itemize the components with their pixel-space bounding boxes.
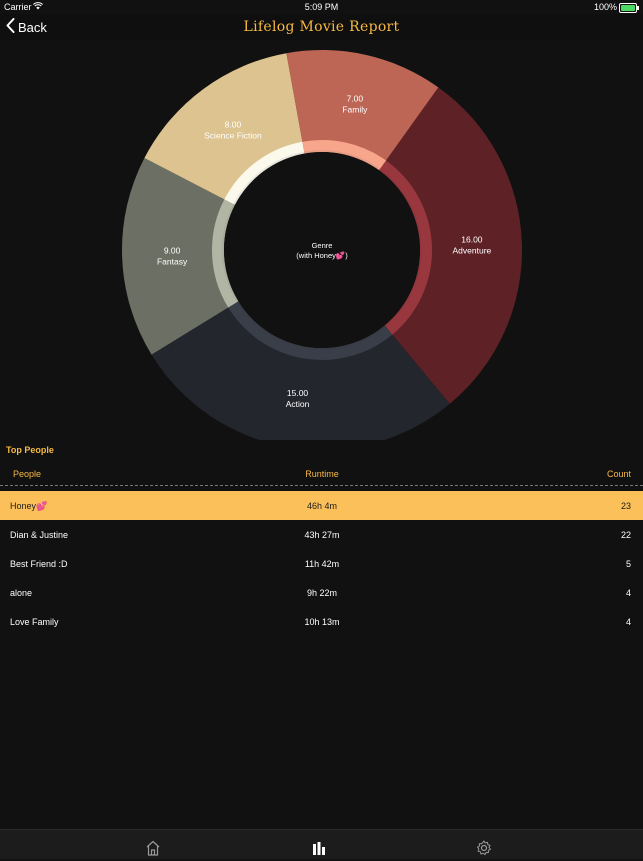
row-count: 22	[620, 530, 631, 540]
slice-name-label: Adventure	[453, 246, 492, 256]
row-runtime: 11h 42m	[304, 559, 340, 569]
header-people: People	[13, 469, 42, 479]
slice-name-label: Action	[286, 399, 310, 409]
slice-name-label: Fantasy	[157, 256, 188, 266]
slice-value-label: 9.00	[164, 245, 181, 255]
row-people: Dian & Justine	[10, 530, 69, 540]
page-title: Lifelog Movie Report	[243, 19, 400, 35]
table-row[interactable]: Dian & Justine 43h 27m 22	[0, 520, 643, 549]
slice-value-label: 8.00	[225, 119, 242, 129]
home-icon	[145, 840, 161, 860]
header-count: Count	[606, 469, 631, 479]
battery-percent: 100%	[593, 2, 617, 12]
chart-icon	[311, 842, 327, 860]
row-runtime: 9h 22m	[306, 588, 338, 598]
carrier-label: Carrier	[4, 2, 32, 12]
row-count: 5	[625, 559, 631, 569]
slice-ring-fantasy	[212, 199, 239, 308]
row-people: Love Family	[10, 617, 59, 627]
table-row[interactable]: Honey💕 46h 4m 23	[0, 491, 643, 520]
battery-icon	[619, 3, 639, 13]
row-people: alone	[10, 588, 33, 598]
slice-name-label: Science Fiction	[204, 130, 262, 140]
back-button[interactable]: Back	[6, 18, 47, 36]
slice-ring-action	[228, 301, 393, 360]
chart-center-label: Genre	[312, 241, 333, 250]
row-count: 4	[625, 617, 631, 627]
table-row[interactable]: Best Friend :D 11h 42m 5	[0, 549, 643, 578]
gear-icon	[476, 840, 492, 860]
slice-ring-adventure	[378, 160, 432, 335]
clock: 5:09 PM	[304, 2, 339, 12]
wifi-icon	[33, 2, 43, 12]
donut-hole	[224, 152, 420, 348]
slice-value-label: 16.00	[461, 235, 483, 245]
slice-ring-family	[302, 140, 386, 171]
back-label: Back	[18, 19, 47, 35]
slice-value-label: 7.00	[347, 94, 364, 104]
row-people: Honey💕	[10, 501, 48, 511]
row-count: 23	[620, 501, 631, 511]
status-bar: Carrier 5:09 PM 100%	[0, 0, 643, 14]
table-header: People Runtime Count	[0, 463, 643, 485]
tab-bar	[0, 829, 643, 859]
tab-settings[interactable]	[476, 840, 496, 858]
nav-bar: Back Lifelog Movie Report	[0, 14, 643, 40]
slice-adventure[interactable]	[380, 87, 522, 404]
slice-family[interactable]	[286, 50, 439, 169]
row-runtime: 46h 4m	[306, 501, 338, 511]
tab-report[interactable]	[311, 840, 331, 858]
chevron-left-icon	[6, 18, 15, 36]
tab-home[interactable]	[145, 840, 165, 858]
chart-center-sublabel: (with Honey💕)	[296, 251, 348, 260]
slice-name-label: Family	[342, 105, 368, 115]
header-divider	[0, 485, 643, 486]
top-people-title: Top People	[6, 445, 54, 455]
row-people: Best Friend :D	[10, 559, 68, 569]
table-row[interactable]: Love Family 10h 13m 4	[0, 607, 643, 636]
genre-donut-chart: 16.00 Adventure 15.00 Action 9.00 Fantasy 8.00…	[0, 40, 643, 440]
slice-ring-science-fiction	[224, 141, 305, 206]
slice-fantasy[interactable]	[122, 157, 237, 355]
row-runtime: 10h 13m	[304, 617, 340, 627]
slice-value-label: 15.00	[287, 388, 309, 398]
people-table: Honey💕 46h 4m 23 Dian & Justine 43h 27m …	[0, 491, 643, 636]
table-row[interactable]: alone 9h 22m 4	[0, 578, 643, 607]
header-runtime: Runtime	[305, 469, 339, 479]
row-count: 4	[625, 588, 631, 598]
row-runtime: 43h 27m	[304, 530, 340, 540]
